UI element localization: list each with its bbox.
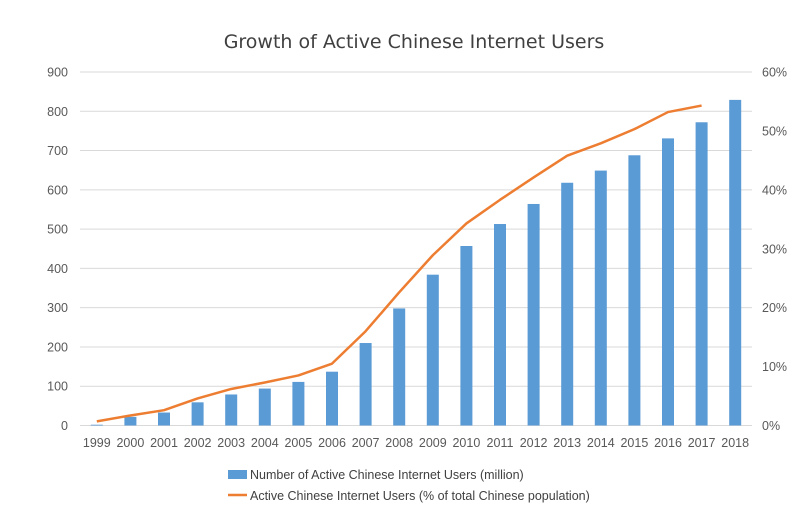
y-right-tick-label: 10% [762,360,787,374]
x-tick-label: 2005 [284,436,312,450]
bar [191,402,204,426]
y-right-tick-label: 30% [762,242,787,256]
x-tick-label: 2002 [184,436,212,450]
y-left-tick-label: 600 [47,183,68,197]
legend-line-label: Active Chinese Internet Users (% of tota… [250,489,590,503]
bar [90,424,103,426]
chart-title: Growth of Active Chinese Internet Users [224,31,605,53]
y-axis-right: 0% 10% 20% 30% 40% 50% 60% [762,66,787,434]
x-tick-label: 2004 [251,436,279,450]
x-axis: 1999 2000 2001 2002 2003 2004 2005 2006 2007 2008… [83,436,749,450]
bar [292,381,305,426]
x-tick-label: 2006 [318,436,346,450]
x-tick-label: 2015 [620,436,648,450]
bar [124,416,137,426]
bar [527,203,540,426]
gridlines [80,71,752,426]
x-tick-label: 2007 [352,436,380,450]
bar [594,170,607,426]
x-tick-label: 2009 [419,436,447,450]
y-left-tick-label: 900 [47,66,68,80]
y-left-tick-label: 400 [47,262,68,276]
legend-bar-label: Number of Active Chinese Internet Users … [250,468,524,482]
bar-series [90,99,742,426]
x-tick-label: 2011 [487,436,514,450]
y-left-tick-label: 300 [47,301,68,315]
y-left-tick-label: 700 [47,144,68,158]
bar [426,274,439,426]
y-axis-left: 0 100 200 300 400 500 600 700 800 900 [47,66,68,434]
legend-bar-swatch [228,470,247,479]
x-tick-label: 2008 [385,436,413,450]
x-tick-label: 2013 [553,436,581,450]
bar [158,412,170,426]
y-left-tick-label: 100 [47,380,68,394]
x-tick-label: 2017 [688,436,716,450]
x-tick-label: 2010 [452,436,480,450]
x-tick-label: 2014 [587,436,615,450]
bar [628,155,641,426]
bar [258,388,271,426]
y-right-tick-label: 20% [762,301,787,315]
y-left-tick-label: 0 [61,419,68,433]
bar [393,308,406,426]
bar [662,138,674,426]
legend: Number of Active Chinese Internet Users … [228,468,590,503]
x-tick-label: 2018 [721,436,749,450]
line-series [96,104,702,423]
x-tick-label: 2016 [654,436,682,450]
bar [729,99,742,426]
x-tick-label: 1999 [83,436,111,450]
y-right-tick-label: 60% [762,66,787,80]
x-tick-label: 2012 [520,436,548,450]
y-left-tick-label: 800 [47,105,68,119]
y-left-tick-label: 200 [47,340,68,354]
bar [359,343,372,426]
bar [695,122,708,426]
bar [326,371,338,426]
y-right-tick-label: 50% [762,124,787,138]
y-right-tick-label: 40% [762,183,787,197]
x-tick-label: 2003 [217,436,245,450]
x-tick-label: 2001 [150,436,178,450]
bar [561,182,574,426]
y-left-tick-label: 500 [47,223,68,237]
bar [460,246,473,426]
bar [494,224,506,426]
bar [225,394,238,426]
y-right-tick-label: 0% [762,419,780,433]
x-tick-label: 2000 [116,436,144,450]
